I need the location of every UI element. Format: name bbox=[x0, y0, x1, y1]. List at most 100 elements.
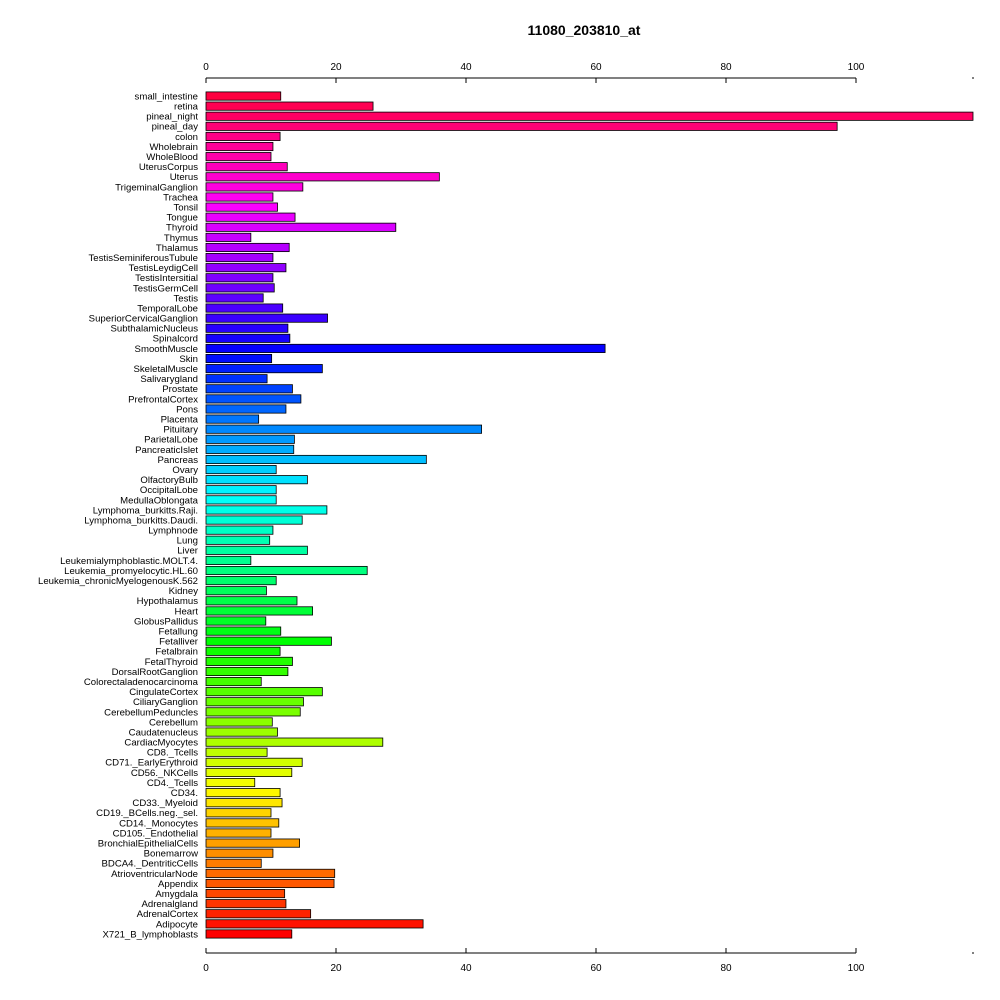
category-label: Fetalliver bbox=[159, 637, 199, 648]
bar-Leukemia_chronicMyelogenousK.562 bbox=[205, 576, 277, 586]
category-label: CD34. bbox=[171, 788, 198, 799]
bar-X721_B_lymphoblasts bbox=[205, 929, 293, 939]
category-label: Tongue bbox=[167, 213, 198, 224]
category-label: Thyroid bbox=[166, 223, 198, 234]
bottom-axis: 0 20 40 60 80 100 bbox=[203, 948, 974, 974]
bar-CD56._NKCells bbox=[205, 767, 293, 777]
category-label: Testis bbox=[173, 293, 198, 304]
category-label: Adipocyte bbox=[156, 919, 198, 930]
bar-PancreaticIslet bbox=[205, 444, 295, 454]
bar-SubthalamicNucleus bbox=[205, 323, 289, 333]
category-label: Fetalbrain bbox=[155, 647, 198, 658]
bar-small_intestine bbox=[205, 91, 282, 101]
bar-Tonsil bbox=[205, 202, 278, 212]
category-label: SubthalamicNucleus bbox=[111, 324, 199, 335]
category-label: Leukemialymphoblastic.MOLT.4. bbox=[60, 556, 198, 567]
category-label: Spinalcord bbox=[153, 334, 198, 345]
category-label: Appendix bbox=[158, 879, 198, 890]
bar-Ovary bbox=[205, 465, 277, 475]
bar-Fetalliver bbox=[205, 636, 332, 646]
category-label: Leukemia_chronicMyelogenousK.562 bbox=[38, 576, 198, 587]
bar-Caudatenucleus bbox=[205, 727, 278, 737]
category-label: CiliaryGanglion bbox=[133, 697, 198, 708]
category-label: Pancreas bbox=[157, 455, 198, 466]
bar-TestisSeminiferousTubule bbox=[205, 253, 274, 263]
category-label: TestisLeydigCell bbox=[129, 263, 198, 274]
category-labels: small_intestineretinapineal_nightpineal_… bbox=[38, 91, 199, 940]
category-label: Lymphoma_burkitts.Daudi. bbox=[84, 515, 198, 526]
category-label: Tonsil bbox=[173, 203, 198, 214]
category-label: CingulateCortex bbox=[129, 687, 198, 698]
category-label: pineal_day bbox=[152, 122, 199, 133]
bar-Placenta bbox=[205, 414, 260, 424]
category-label: Liver bbox=[177, 546, 199, 557]
bar-ParietalLobe bbox=[205, 434, 295, 444]
category-label: Pituitary bbox=[163, 425, 198, 436]
top-axis-tick-label: 80 bbox=[720, 62, 732, 73]
category-label: FetalThyroid bbox=[145, 657, 198, 668]
category-label: Thalamus bbox=[156, 243, 198, 254]
bar-Lymphoma_burkitts.Daudi. bbox=[205, 515, 303, 525]
bar-CD71._EarlyErythroid bbox=[205, 757, 303, 767]
category-label: BronchialEpithelialCells bbox=[98, 839, 198, 850]
bar-TestisIntersitial bbox=[205, 273, 274, 283]
bar-Lymphnode bbox=[205, 525, 274, 535]
bar-MedullaOblongata bbox=[205, 495, 277, 505]
bar-Lung bbox=[205, 535, 271, 545]
bar-UterusCorpus bbox=[205, 162, 288, 172]
top-axis: 0 20 40 60 80 100 bbox=[203, 62, 974, 83]
bar-Liver bbox=[205, 545, 308, 555]
category-label: Caudatenucleus bbox=[129, 727, 199, 738]
bar-Adrenalgland bbox=[205, 899, 287, 909]
category-label: colon bbox=[175, 132, 198, 143]
top-axis-tick-label: 20 bbox=[330, 62, 342, 73]
bar-CD33._Myeloid bbox=[205, 798, 283, 808]
bar-pineal_day bbox=[205, 121, 838, 131]
bar-Pituitary bbox=[205, 424, 483, 434]
bar-Colorectaladenocarcinoma bbox=[205, 677, 262, 687]
category-label: TestisGermCell bbox=[133, 283, 198, 294]
category-label: OccipitalLobe bbox=[140, 485, 198, 496]
bar-Uterus bbox=[205, 172, 440, 182]
bar-CingulateCortex bbox=[205, 687, 323, 697]
bar-GlobusPallidus bbox=[205, 616, 267, 626]
bottom-axis-tick-label: 100 bbox=[848, 963, 865, 974]
bar-SkeletalMuscle bbox=[205, 364, 323, 374]
bar-Testis bbox=[205, 293, 264, 303]
category-label: SmoothMuscle bbox=[135, 344, 198, 355]
bar-Heart bbox=[205, 606, 313, 616]
category-label: CD8._Tcells bbox=[147, 748, 198, 759]
category-label: CD33._Myeloid bbox=[132, 798, 198, 809]
chart-title: 11080_203810_at bbox=[528, 22, 641, 38]
category-label: PancreaticIslet bbox=[135, 445, 198, 456]
category-label: CD105._Endothelial bbox=[113, 828, 198, 839]
category-label: Pons bbox=[176, 404, 198, 415]
bar-Kidney bbox=[205, 586, 267, 596]
bar-Pancreas bbox=[205, 454, 427, 465]
category-label: SuperiorCervicalGanglion bbox=[89, 314, 198, 325]
bar-AdrenalCortex bbox=[205, 909, 312, 919]
category-label: MedullaOblongata bbox=[120, 495, 199, 506]
category-label: TrigeminalGanglion bbox=[115, 182, 198, 193]
bar-Thyroid bbox=[205, 222, 397, 232]
bars-group bbox=[205, 91, 974, 939]
bar-Leukemia_promyelocytic.HL.60 bbox=[205, 565, 368, 576]
bar-Adipocyte bbox=[205, 919, 424, 929]
category-label: Heart bbox=[175, 606, 199, 617]
category-label: CerebellumPeduncles bbox=[104, 707, 198, 718]
bar-Leukemialymphoblastic.MOLT.4. bbox=[205, 555, 252, 565]
bar-retina bbox=[205, 101, 374, 111]
bottom-axis-tick-label: 80 bbox=[720, 963, 732, 974]
category-label: Lymphoma_burkitts.Raji. bbox=[93, 505, 198, 516]
bar-TestisGermCell bbox=[205, 283, 275, 293]
category-label: GlobusPallidus bbox=[134, 616, 198, 627]
bar-PrefrontalCortex bbox=[205, 394, 302, 404]
category-label: Trachea bbox=[163, 192, 199, 203]
bar-TemporalLobe bbox=[205, 303, 284, 313]
category-label: retina bbox=[174, 102, 199, 113]
top-axis-tick-label: 40 bbox=[460, 62, 472, 73]
category-label: Adrenalgland bbox=[141, 899, 198, 910]
bottom-axis-tick-label: 0 bbox=[203, 963, 209, 974]
